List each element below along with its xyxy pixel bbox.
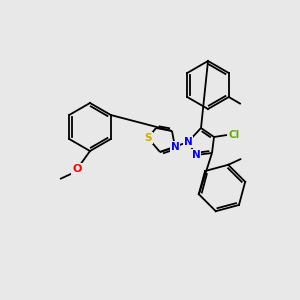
Text: Cl: Cl [228, 130, 240, 140]
Text: N: N [192, 150, 200, 160]
Text: N: N [184, 137, 192, 147]
Text: O: O [72, 164, 82, 174]
Text: S: S [144, 133, 152, 143]
Text: N: N [171, 142, 179, 152]
